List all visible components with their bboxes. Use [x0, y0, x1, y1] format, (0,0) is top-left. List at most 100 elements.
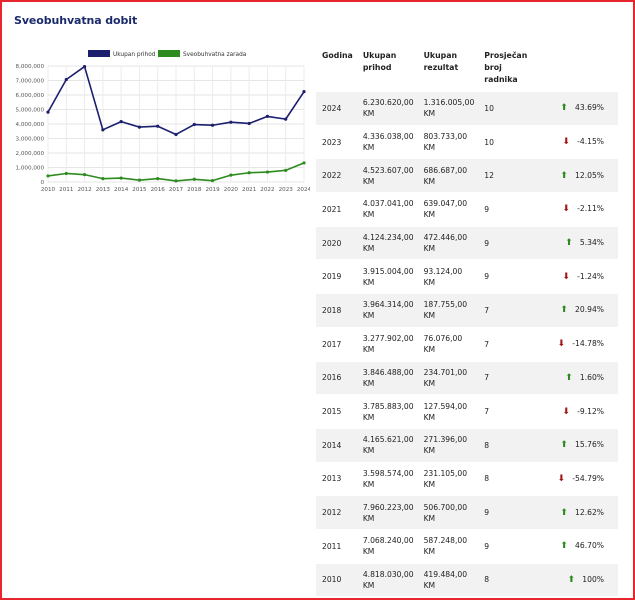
- table-row: 2016 3.846.488,00 KM 234.701,00 KM 7 ⬆ 1.60%: [316, 360, 618, 395]
- x-tick-label: 2023: [279, 187, 294, 193]
- table-row: 2023 4.336.038,00 KM 803.733,00 KM 10 ⬇ -4.15…: [316, 124, 618, 159]
- legend-swatch-1: [158, 50, 180, 57]
- workers-cell: 12: [478, 158, 532, 193]
- year-cell: 2023: [316, 124, 357, 159]
- series-point-1: [247, 171, 251, 175]
- income-cell: 3.915.004,00 KM: [356, 259, 418, 294]
- result-cell: 93.124,00 KM: [417, 259, 479, 294]
- table-row: 2019 3.915.004,00 KM 93.124,00 KM 9 ⬇ -1.24%: [316, 259, 618, 294]
- change-percent: 12.62%: [575, 507, 604, 517]
- series-point-0: [64, 77, 68, 82]
- table-row: 2010 4.818.030,00 KM 419.484,00 KM 8 ⬆ 100%: [316, 562, 618, 597]
- series-point-1: [82, 173, 87, 177]
- arrow-down-icon: ⬇: [557, 339, 566, 350]
- year-cell: 2010: [316, 562, 357, 597]
- workers-cell: 9: [478, 192, 532, 227]
- series-point-1: [64, 171, 68, 176]
- year-cell: 2012: [316, 495, 357, 530]
- income-cell: 4.336.038,00 KM: [356, 124, 418, 159]
- y-tick-label: 5,000,000: [16, 108, 45, 114]
- series-point-0: [192, 122, 196, 127]
- change-cell: ⬆ 12.62%: [531, 495, 618, 530]
- income-cell: 4.124.234,00 KM: [356, 225, 418, 260]
- year-cell: 2016: [316, 360, 357, 395]
- table-row: 2015 3.785.883,00 KM 127.594,00 KM 7 ⬇ -9.12%: [316, 394, 618, 429]
- change-percent: -14.78%: [572, 339, 604, 349]
- result-cell: 506.700,00 KM: [417, 495, 479, 530]
- change-percent: -4.15%: [577, 137, 604, 147]
- col-header-result: Ukupan rezultat: [423, 51, 459, 72]
- legend-label-0: Ukupan prihod: [113, 52, 156, 58]
- series-point-1: [265, 170, 270, 174]
- workers-cell: 7: [478, 360, 532, 395]
- result-cell: 419.484,00 KM: [417, 562, 479, 597]
- workers-cell: 9: [478, 528, 532, 564]
- table-row: 2020 4.124.234,00 KM 472.446,00 KM 9 ⬆ 5.34%: [316, 225, 618, 260]
- change-cell: ⬆ 46.70%: [531, 528, 618, 564]
- income-cell: 4.037.041,00 KM: [356, 192, 418, 227]
- change-cell: ⬇ -9.12%: [531, 394, 618, 429]
- col-header-year: Godina: [322, 51, 353, 60]
- series-point-0: [210, 123, 215, 127]
- arrow-up-icon: ⬆: [560, 507, 568, 518]
- change-percent: 20.94%: [575, 305, 604, 315]
- y-tick-label: 8,000,000: [16, 64, 45, 70]
- result-cell: 234.701,00 KM: [417, 360, 479, 395]
- income-cell: 7.960.223,00 KM: [356, 495, 418, 530]
- change-percent: 15.76%: [575, 440, 604, 450]
- col-header-income: Ukupan prihod: [362, 51, 397, 72]
- change-percent: 1.60%: [579, 372, 604, 382]
- change-cell: ⬆ 20.94%: [531, 293, 618, 328]
- series-point-0: [101, 128, 105, 132]
- change-cell: ⬇ -2.11%: [531, 192, 618, 227]
- income-cell: 4.523.607,00 KM: [356, 158, 418, 193]
- change-cell: ⬆ 12.05%: [531, 158, 618, 193]
- change-percent: 46.70%: [575, 541, 604, 551]
- arrow-up-icon: ⬆: [560, 440, 568, 451]
- change-percent: 100%: [582, 574, 604, 584]
- year-cell: 2011: [316, 528, 357, 564]
- workers-cell: 10: [478, 92, 532, 126]
- change-cell: ⬇ -14.78%: [531, 326, 618, 361]
- result-cell: 803.733,00 KM: [417, 124, 479, 159]
- income-cell: 4.818.030,00 KM: [356, 562, 418, 597]
- arrow-down-icon: ⬇: [562, 406, 570, 417]
- income-cell: 3.846.488,00 KM: [356, 360, 418, 395]
- income-cell: 4.165.621,00 KM: [356, 427, 418, 463]
- workers-cell: 8: [478, 562, 532, 597]
- x-tick-label: 2015: [132, 187, 147, 193]
- table-row: 2012 7.960.223,00 KM 506.700,00 KM 9 ⬆ 12.62%: [316, 495, 618, 530]
- table-header-row: Godina Ukupan prihod Ukupan rezultat Pro…: [316, 44, 618, 92]
- arrow-down-icon: ⬇: [562, 204, 570, 215]
- table-row: 2013 3.598.574,00 KM 231.105,00 KM 8 ⬇ -54.79…: [316, 461, 618, 496]
- y-tick-label: 7,000,000: [16, 79, 45, 85]
- x-tick-label: 2017: [169, 187, 184, 193]
- series-point-1: [101, 177, 105, 181]
- y-tick-label: 2,000,000: [16, 151, 45, 157]
- arrow-up-icon: ⬆: [560, 305, 568, 316]
- page-title: Sveobuhvatna dobit: [14, 14, 138, 27]
- workers-cell: 7: [478, 293, 532, 328]
- result-cell: 686.687,00 KM: [417, 158, 479, 193]
- change-percent: -54.79%: [572, 473, 604, 483]
- x-tick-label: 2024: [297, 187, 310, 193]
- year-cell: 2024: [316, 92, 357, 126]
- workers-cell: 7: [478, 326, 532, 361]
- change-cell: ⬆ 100%: [531, 562, 618, 597]
- x-tick-label: 2012: [77, 187, 91, 193]
- workers-cell: 9: [478, 225, 532, 260]
- table-row: 2024 6.230.620,00 KM 1.316.005,00 KM 10 ⬆ 43.…: [316, 92, 618, 126]
- series-point-1: [174, 179, 178, 183]
- workers-cell: 8: [478, 461, 532, 496]
- x-tick-label: 2020: [224, 187, 239, 193]
- series-point-0: [119, 119, 123, 124]
- table-row: 2011 7.068.240,00 KM 587.248,00 KM 9 ⬆ 46.70%: [316, 528, 618, 564]
- year-cell: 2018: [316, 293, 357, 328]
- year-cell: 2019: [316, 259, 357, 294]
- arrow-up-icon: ⬆: [565, 238, 573, 249]
- arrow-up-icon: ⬆: [560, 103, 568, 114]
- result-cell: 1.316.005,00 KM: [417, 92, 479, 126]
- series-point-0: [46, 110, 50, 114]
- result-cell: 76.076,00 KM: [417, 326, 479, 361]
- series-point-0: [247, 121, 251, 126]
